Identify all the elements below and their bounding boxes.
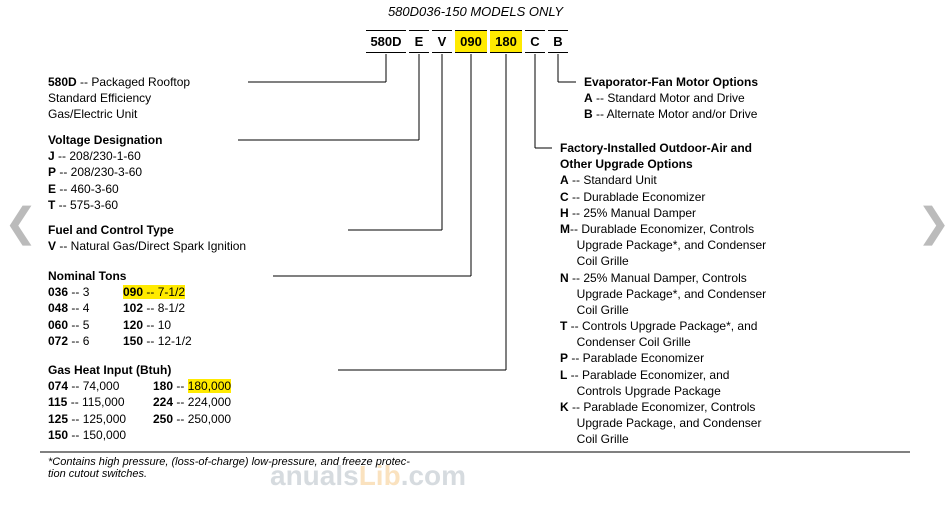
spec-block: 580D -- Packaged RooftopStandard Efficie… — [48, 74, 190, 123]
model-cell-090: 090 — [455, 30, 487, 53]
model-cell-B: B — [548, 30, 568, 53]
model-cell-180: 180 — [490, 30, 522, 53]
spec-block: Nominal Tons036 -- 3090 -- 7-1/2048 -- 4… — [48, 268, 192, 349]
page-title: 580D036-150 MODELS ONLY — [0, 0, 951, 19]
spec-block: Voltage DesignationJ -- 208/230-1-60P --… — [48, 132, 162, 213]
model-cell-C: C — [525, 30, 545, 53]
spec-block: Evaporator-Fan Motor OptionsA -- Standar… — [584, 74, 758, 123]
model-cell-E: E — [409, 30, 429, 53]
spec-block: Fuel and Control TypeV -- Natural Gas/Di… — [48, 222, 246, 254]
spec-block: Factory-Installed Outdoor-Air andOther U… — [560, 140, 766, 448]
watermark: anualsLib.com — [270, 460, 466, 492]
nav-prev[interactable]: ❮ — [4, 200, 34, 250]
nav-next[interactable]: ❯ — [917, 200, 947, 250]
model-cell-V: V — [432, 30, 452, 53]
spec-block: Gas Heat Input (Btuh)074 -- 74,000180 --… — [48, 362, 231, 443]
model-cell-580D: 580D — [366, 30, 406, 53]
